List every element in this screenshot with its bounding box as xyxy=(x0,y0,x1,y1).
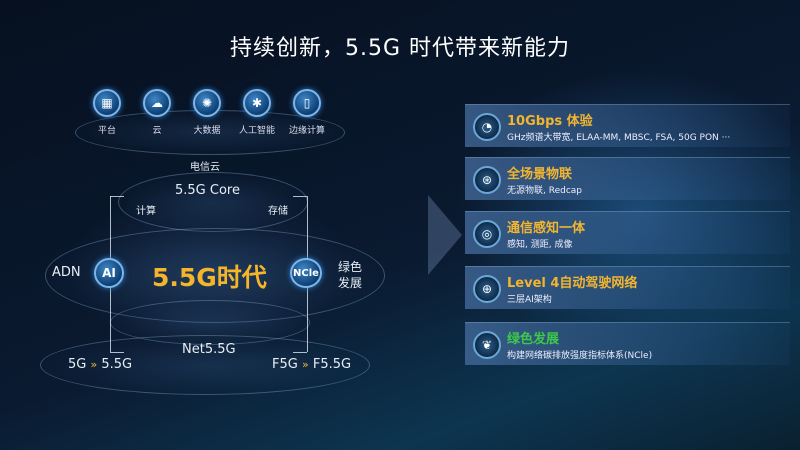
ncle-label: NCle xyxy=(293,267,319,279)
top-ring xyxy=(75,110,345,155)
chevron-icon: » xyxy=(90,358,98,371)
feature-desc: 构建网络碳排放强度指标体系(NCle) xyxy=(507,351,653,361)
feature-desc: 感知, 测距, 成像 xyxy=(507,240,573,250)
icon-glyph: ❦ xyxy=(481,338,493,352)
ai-chip-icon: ✱ xyxy=(243,89,271,117)
leaf-icon: ❦ xyxy=(473,331,501,359)
icon-glyph: ▯ xyxy=(303,96,311,110)
icon-glyph: ✺ xyxy=(201,96,213,110)
bracket-line xyxy=(110,280,111,352)
top-icon-label: 人工智能 xyxy=(238,126,275,136)
icon-glyph: ⊛ xyxy=(481,173,493,187)
bracket-line xyxy=(293,196,307,197)
iot-network-icon: ⊛ xyxy=(473,166,501,194)
top-icon-label: 云 xyxy=(152,126,162,136)
right-evolution: F5G » F5.5G xyxy=(272,357,351,372)
to-label: 5.5G xyxy=(101,357,133,372)
icon-glyph: ▦ xyxy=(101,96,113,110)
bracket-line xyxy=(110,196,124,197)
big-data-icon: ✺ xyxy=(193,89,221,117)
feature-card: ◎ 通信感知一体 感知, 测距, 成像 xyxy=(465,211,790,254)
icon-glyph: ☁ xyxy=(151,96,163,110)
chevron-icon: » xyxy=(301,358,309,371)
ncle-badge: NCle xyxy=(290,258,322,288)
icon-glyph: ✱ xyxy=(251,96,263,110)
feature-card: ◔ 10Gbps 体验 GHz频谱大带宽, ELAA-MM, MBSC, FSA… xyxy=(465,104,790,147)
speed-gauge-icon: ◔ xyxy=(473,113,501,141)
core-label: 5.5G Core xyxy=(175,183,240,198)
feature-title: 全场景物联 xyxy=(507,167,573,182)
arrow-right-icon xyxy=(428,195,462,275)
adn-label: ADN xyxy=(52,265,81,280)
page-title: 持续创新，5.5G 时代带来新能力 xyxy=(229,36,571,61)
bottom-ring xyxy=(40,335,370,395)
left-evolution: 5G » 5.5G xyxy=(68,357,132,372)
net-label: Net5.5G xyxy=(182,342,236,357)
bracket-line xyxy=(110,196,111,272)
from-label: 5G xyxy=(68,357,87,372)
feature-title: 10Gbps 体验 xyxy=(507,114,593,129)
from-label: F5G xyxy=(272,357,298,372)
to-label: F5.5G xyxy=(312,357,352,372)
feature-title: Level 4自动驾驶网络 xyxy=(507,276,638,291)
icon-glyph: ◎ xyxy=(481,227,493,241)
icon-glyph: ◔ xyxy=(481,120,493,134)
bracket-line xyxy=(293,352,307,353)
sensing-icon: ◎ xyxy=(473,220,501,248)
top-icon-label: 平台 xyxy=(97,126,116,136)
feature-desc: 无源物联, Redcap xyxy=(507,186,582,196)
platform-icon: ▦ xyxy=(93,89,121,117)
compute-label: 计算 xyxy=(136,206,156,217)
top-icon-label: 边缘计算 xyxy=(288,126,325,136)
feature-card: ❦ 绿色发展 构建网络碳排放强度指标体系(NCle) xyxy=(465,322,790,365)
cloud-icon: ☁ xyxy=(143,89,171,117)
green-label-2: 发展 xyxy=(338,276,363,290)
bracket-line xyxy=(110,352,124,353)
feature-desc: GHz频谱大带宽, ELAA-MM, MBSC, FSA, 50G PON ··… xyxy=(507,133,731,143)
icon-glyph: ⊕ xyxy=(481,282,493,296)
feature-card: ⊕ Level 4自动驾驶网络 三层AI架构 xyxy=(465,266,790,309)
top-icon-label: 大数据 xyxy=(193,126,221,136)
feature-title: 通信感知一体 xyxy=(507,221,586,236)
edge-computing-icon: ▯ xyxy=(293,89,321,117)
globe-network-icon: ⊕ xyxy=(473,275,501,303)
ai-label: AI xyxy=(102,266,116,280)
center-title: 5.5G时代 xyxy=(152,263,267,292)
cloud-label: 电信云 xyxy=(190,162,220,173)
green-label-1: 绿色 xyxy=(338,260,363,274)
feature-card: ⊛ 全场景物联 无源物联, Redcap xyxy=(465,157,790,200)
feature-desc: 三层AI架构 xyxy=(507,295,552,305)
storage-label: 存储 xyxy=(268,206,288,217)
feature-title: 绿色发展 xyxy=(507,332,560,347)
ai-badge: AI xyxy=(94,258,124,288)
